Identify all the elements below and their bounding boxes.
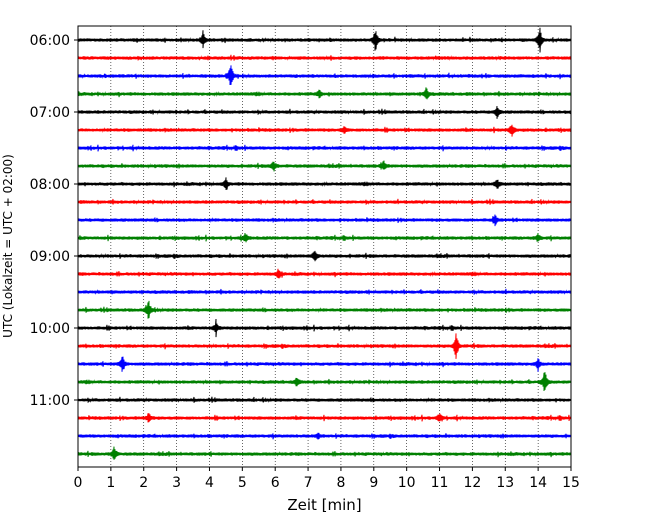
trace-1130 <box>77 432 572 440</box>
x-tick-label-1: 1 <box>106 475 115 491</box>
trace-1115 <box>77 413 572 423</box>
y-tick-label-1: 07:00 <box>30 105 70 121</box>
trace-0815 <box>77 198 572 205</box>
trace-0715 <box>77 124 572 137</box>
x-tick-label-15: 15 <box>562 475 580 491</box>
x-tick-label-9: 9 <box>369 475 378 491</box>
x-tick-label-4: 4 <box>205 475 214 491</box>
trace-0945 <box>77 300 572 319</box>
x-tick-label-12: 12 <box>463 475 481 491</box>
trace-1045 <box>77 372 572 392</box>
x-axis-ticks: 0 1 2 3 4 5 6 7 8 9 10 11 12 13 14 15 <box>74 467 580 491</box>
x-tick-label-5: 5 <box>238 475 247 491</box>
trace-0915 <box>77 268 572 279</box>
trace-1030 <box>77 356 572 372</box>
x-tick-label-10: 10 <box>398 475 416 491</box>
x-tick-label-7: 7 <box>304 475 313 491</box>
x-tick-label-11: 11 <box>431 475 449 491</box>
y-tick-label-3: 09:00 <box>30 249 70 265</box>
trace-0645 <box>77 87 572 100</box>
x-tick-label-14: 14 <box>529 475 547 491</box>
trace-0800 <box>77 177 572 190</box>
x-tick-label-3: 3 <box>172 475 181 491</box>
trace-0700 <box>77 106 572 119</box>
trace-0600 <box>77 27 572 53</box>
x-tick-label-13: 13 <box>496 475 514 491</box>
y-tick-label-4: 10:00 <box>30 321 70 337</box>
trace-0830 <box>77 214 572 227</box>
x-tick-label-0: 0 <box>74 475 83 491</box>
trace-1145 <box>77 446 572 460</box>
trace-0745 <box>77 160 572 172</box>
x-tick-label-8: 8 <box>336 475 345 491</box>
x-axis-label: Zeit [min] <box>287 496 361 514</box>
y-axis-label: UTC (Lokalzeit = UTC + 02:00) <box>1 154 15 338</box>
y-axis-ticks: 06:00 07:00 08:00 09:00 10:00 11:00 <box>30 33 78 409</box>
y-tick-label-2: 08:00 <box>30 177 70 193</box>
x-tick-label-2: 2 <box>139 475 148 491</box>
trace-0730 <box>77 144 572 152</box>
y-tick-label-5: 11:00 <box>30 393 70 409</box>
trace-1015 <box>77 333 572 359</box>
trace-0930 <box>77 288 572 295</box>
trace-0900 <box>77 250 572 262</box>
seismic-traces <box>77 27 572 460</box>
trace-0845 <box>77 232 572 243</box>
trace-0630 <box>77 65 572 86</box>
trace-0615 <box>77 54 572 61</box>
trace-1000 <box>77 318 572 338</box>
y-tick-label-0: 06:00 <box>30 33 70 49</box>
plot-frame <box>77 25 572 468</box>
x-tick-label-6: 6 <box>271 475 280 491</box>
trace-1100 <box>77 396 572 403</box>
